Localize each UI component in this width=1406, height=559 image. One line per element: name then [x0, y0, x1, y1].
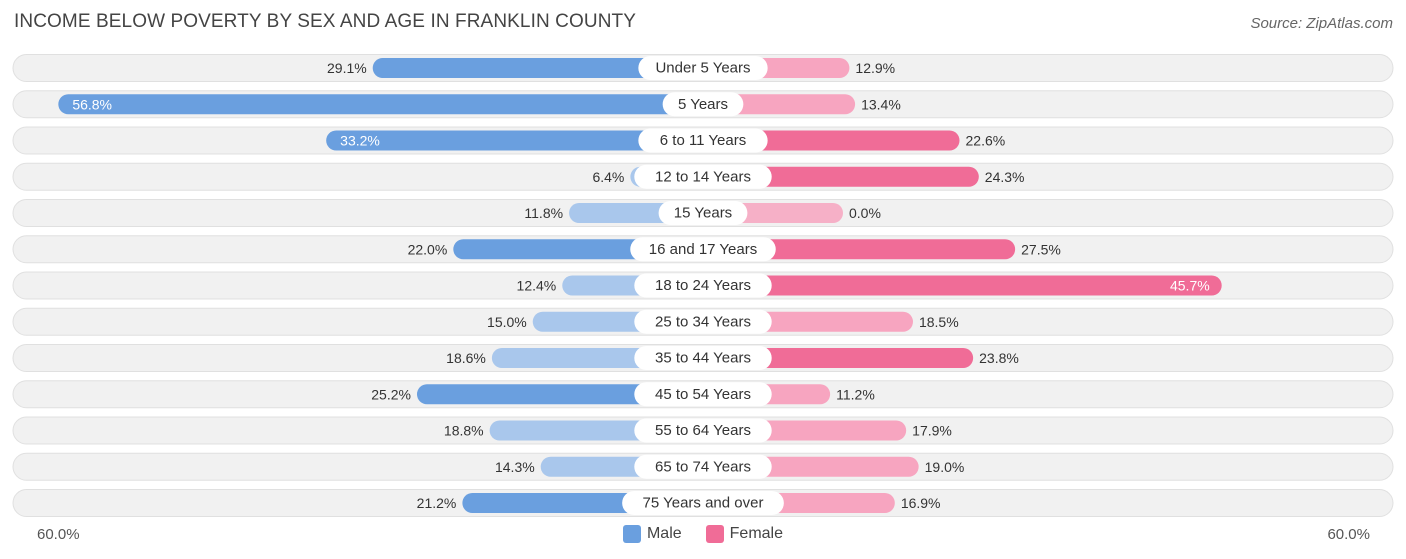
category-pill-6-to-11-years — [638, 128, 768, 153]
legend-swatch-female — [705, 525, 724, 543]
category-pill-5-years — [662, 92, 744, 117]
category-pill-12-to-14-years — [634, 164, 772, 189]
axis-right-label: 60.0% — [1327, 526, 1370, 543]
source-note: Source: ZipAtlas.com — [1250, 15, 1393, 32]
value-male-25-to-34-years: 15.0% — [487, 314, 527, 330]
value-male-45-to-54-years: 25.2% — [371, 386, 411, 402]
value-male-15-years: 11.8% — [524, 205, 563, 221]
category-pill-16-and-17-years — [630, 237, 776, 262]
chart-canvas: Under 5 Years 29.1% 12.9% 5 Years 56.8% 13.4%… — [12, 54, 1394, 517]
category-pill-35-to-44-years — [634, 346, 772, 370]
category-label-55-to-64-years: 55 to 64 Years — [655, 422, 751, 439]
category-pill-45-to-54-years — [634, 382, 772, 407]
category-pill-15-years — [658, 201, 748, 225]
category-label-5-years: 5 Years — [678, 96, 728, 113]
category-label-6-to-11-years: 6 to 11 Years — [660, 132, 746, 149]
value-female-45-to-54-years: 11.2% — [836, 386, 875, 402]
value-male-65-to-74-years: 14.3% — [495, 459, 535, 475]
category-label-18-to-24-years: 18 to 24 Years — [655, 277, 751, 294]
category-label-25-to-34-years: 25 to 34 Years — [655, 313, 751, 330]
value-female-12-to-14-years: 24.3% — [985, 169, 1025, 185]
category-label-75-years-and-over: 75 Years and over — [643, 495, 764, 512]
value-female-15-years: 0.0% — [849, 205, 881, 221]
category-pill-under-5-years — [638, 56, 768, 80]
category-pill-18-to-24-years — [634, 273, 772, 298]
category-label-under-5-years: Under 5 Years — [655, 60, 750, 77]
value-male-18-to-24-years: 12.4% — [517, 278, 557, 294]
legend-item-female[interactable]: Female — [705, 525, 784, 543]
value-female-18-to-24-years: 45.7% — [1170, 278, 1210, 294]
legend-label-male: Male — [646, 525, 682, 542]
legend-label-female: Female — [729, 525, 784, 542]
category-pill-65-to-74-years — [634, 454, 772, 479]
value-male-35-to-44-years: 18.6% — [446, 350, 486, 366]
value-male-16-and-17-years: 22.0% — [408, 241, 448, 257]
value-male-under-5-years: 29.1% — [327, 60, 367, 76]
value-female-16-and-17-years: 27.5% — [1021, 241, 1061, 257]
value-female-under-5-years: 12.9% — [855, 60, 895, 76]
value-female-6-to-11-years: 22.6% — [966, 133, 1006, 149]
category-label-12-to-14-years: 12 to 14 Years — [655, 168, 751, 185]
value-female-65-to-74-years: 19.0% — [925, 459, 965, 475]
value-male-12-to-14-years: 6.4% — [592, 169, 624, 185]
bar-male-5-years — [58, 94, 713, 115]
bar-male-under-5-years — [372, 58, 713, 78]
value-female-75-years-and-over: 16.9% — [901, 495, 941, 511]
value-female-35-to-44-years: 23.8% — [979, 350, 1019, 366]
category-pill-25-to-34-years — [634, 309, 772, 334]
category-pill-75-years-and-over — [622, 491, 784, 515]
value-female-25-to-34-years: 18.5% — [919, 314, 959, 330]
legend-item-male[interactable]: Male — [622, 525, 682, 543]
legend: Male Female — [0, 524, 1406, 544]
bar-female-18-to-24-years — [693, 275, 1222, 296]
value-male-5-years: 56.8% — [72, 96, 112, 112]
category-label-45-to-54-years: 45 to 54 Years — [655, 386, 751, 403]
value-male-75-years-and-over: 21.2% — [417, 495, 457, 511]
legend-swatch-male — [622, 525, 641, 543]
value-female-55-to-64-years: 17.9% — [912, 423, 952, 439]
bar-male-6-to-11-years — [326, 130, 713, 151]
value-male-6-to-11-years: 33.2% — [340, 133, 380, 149]
axis-left-label: 60.0% — [37, 526, 80, 543]
category-pill-55-to-64-years — [634, 418, 772, 443]
category-label-16-and-17-years: 16 and 17 Years — [649, 241, 757, 258]
chart-title: INCOME BELOW POVERTY BY SEX AND AGE IN F… — [14, 11, 636, 32]
value-male-55-to-64-years: 18.8% — [444, 423, 484, 439]
category-label-35-to-44-years: 35 to 44 Years — [655, 350, 751, 367]
value-female-5-years: 13.4% — [861, 96, 901, 112]
category-label-15-years: 15 Years — [674, 205, 732, 222]
category-label-65-to-74-years: 65 to 74 Years — [655, 458, 751, 475]
